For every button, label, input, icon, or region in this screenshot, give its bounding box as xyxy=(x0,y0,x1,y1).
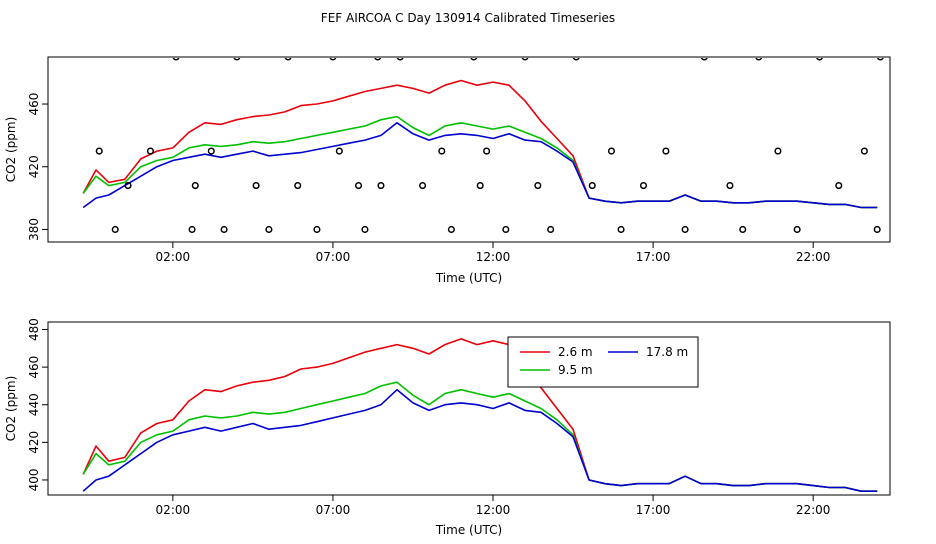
x-tick-label: 07:00 xyxy=(316,503,351,517)
data-point xyxy=(335,147,343,155)
data-point xyxy=(860,147,868,155)
legend-label: 2.6 m xyxy=(558,345,593,359)
y-tick-label: 400 xyxy=(27,469,41,492)
series-line-9-5-m xyxy=(82,381,878,493)
data-point xyxy=(361,225,369,234)
data-point xyxy=(726,182,734,190)
data-point xyxy=(447,225,455,234)
data-point xyxy=(284,58,292,61)
data-point xyxy=(377,182,385,190)
data-point xyxy=(588,182,596,190)
data-point xyxy=(681,225,689,234)
data-point xyxy=(329,58,337,61)
data-point xyxy=(220,225,228,234)
x-tick-label: 12:00 xyxy=(476,250,511,264)
data-point xyxy=(639,182,648,190)
legend-label: 17.8 m xyxy=(646,345,688,359)
data-point xyxy=(396,58,404,61)
data-point xyxy=(607,147,616,155)
data-point xyxy=(521,58,529,61)
data-point xyxy=(873,225,881,234)
y-tick-label: 460 xyxy=(27,93,41,116)
figure-title: FEF AIRCOA C Day 130914 Calibrated Times… xyxy=(321,11,615,25)
data-point xyxy=(483,147,491,155)
series-line-17-8-m xyxy=(82,388,878,493)
data-point xyxy=(374,58,382,61)
x-tick-label: 17:00 xyxy=(636,250,671,264)
legend-box xyxy=(507,336,699,388)
y-tick-label: 440 xyxy=(27,393,41,416)
series-line-9-5-m xyxy=(82,115,878,209)
bottom-panel: 02:00 07:00 12:00 17:00 22:00 400 420 440 460 480… xyxy=(4,318,891,537)
data-point xyxy=(354,182,363,190)
data-point xyxy=(547,225,555,234)
data-point xyxy=(191,182,199,190)
x-tick-label: 02:00 xyxy=(156,250,191,264)
data-point xyxy=(124,182,132,190)
data-point xyxy=(502,225,510,234)
data-point xyxy=(438,147,446,155)
data-point xyxy=(793,225,801,234)
data-point xyxy=(207,147,215,155)
plot-frame xyxy=(47,321,891,496)
x-axis-label: Time (UTC) xyxy=(435,271,502,285)
y-tick-label: 460 xyxy=(27,356,41,379)
series-line-2-6-m xyxy=(82,338,878,493)
data-point xyxy=(476,182,484,190)
data-point xyxy=(755,58,763,61)
top-panel: 02:00 07:00 12:00 17:00 22:00 380 420 460 Time (… xyxy=(4,56,891,285)
data-point xyxy=(252,182,260,190)
x-axis-label: Time (UTC) xyxy=(435,523,502,537)
x-tick-label: 17:00 xyxy=(636,503,671,517)
data-point xyxy=(111,225,119,234)
y-tick-label: 420 xyxy=(27,155,41,178)
legend: 2.6 m 17.8 m 9.5 m xyxy=(507,336,699,388)
data-point xyxy=(419,182,427,190)
y-tick-label: 480 xyxy=(27,318,41,341)
data-point xyxy=(617,225,625,234)
data-point xyxy=(835,182,843,190)
data-point xyxy=(233,58,241,61)
data-point xyxy=(95,147,103,155)
data-point xyxy=(470,58,478,61)
x-tick-label: 22:00 xyxy=(796,503,831,517)
data-point xyxy=(313,225,321,234)
plot-frame xyxy=(47,56,891,243)
x-tick-label: 02:00 xyxy=(156,503,191,517)
plot-area xyxy=(82,58,884,234)
data-point xyxy=(172,58,180,61)
data-point xyxy=(294,182,302,190)
legend-label: 9.5 m xyxy=(558,363,593,377)
data-point xyxy=(534,182,542,190)
x-tick-label: 07:00 xyxy=(316,250,351,264)
data-point xyxy=(876,58,884,61)
data-point xyxy=(662,147,670,155)
y-axis-label: CO2 (ppm) xyxy=(4,117,18,183)
y-axis-label: CO2 (ppm) xyxy=(4,376,18,442)
data-point xyxy=(739,225,747,234)
data-point xyxy=(816,58,823,61)
x-tick-label: 12:00 xyxy=(476,503,511,517)
data-point xyxy=(188,225,196,234)
data-point xyxy=(572,58,580,61)
y-tick-label: 380 xyxy=(27,218,41,241)
y-tick-label: 420 xyxy=(27,431,41,454)
data-point xyxy=(146,147,154,155)
data-point xyxy=(265,225,273,234)
series-line-17-8-m xyxy=(82,122,878,209)
plot-area xyxy=(82,338,878,493)
data-point xyxy=(700,58,708,61)
data-point xyxy=(774,147,782,155)
x-tick-label: 22:00 xyxy=(796,250,831,264)
